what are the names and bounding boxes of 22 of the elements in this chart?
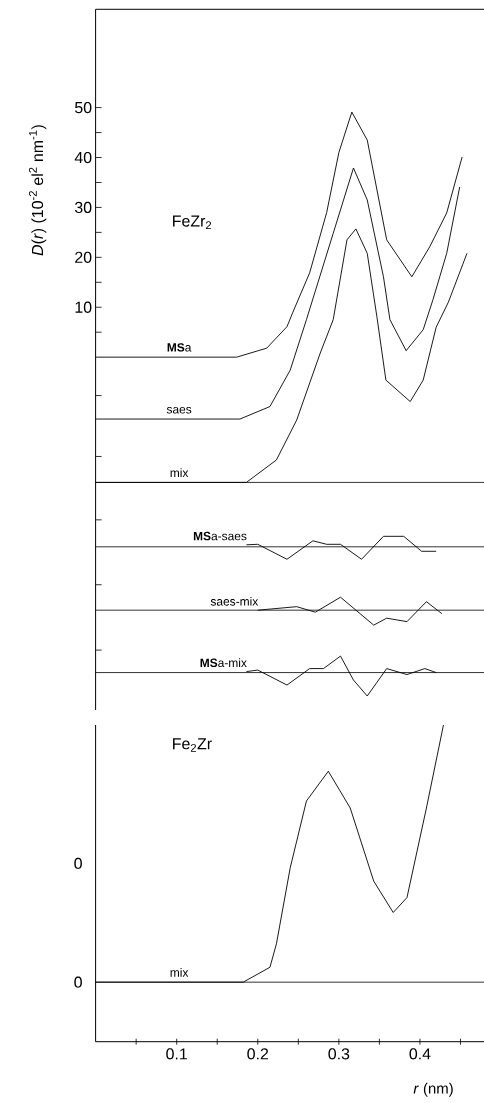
annotation: FeZr$_{2}$ bbox=[173, 215, 212, 230]
text: 0 bbox=[74, 857, 82, 870]
y-tick-label: 40 bbox=[74, 151, 92, 164]
annotation: Fe$_{2}$Zr bbox=[173, 738, 212, 752]
x-tick-label: 0.3 bbox=[328, 1048, 350, 1060]
series-label: MSa-saes bbox=[193, 531, 247, 541]
series-label: saes bbox=[166, 406, 192, 414]
text: D(r) (10$^{-2}$ el$^{2}$ nm$^{-1}$) bbox=[28, 125, 47, 256]
series-label: MSa bbox=[167, 343, 192, 352]
y-tick-label: 30 bbox=[74, 201, 92, 214]
y-tick-label: 50 bbox=[74, 101, 92, 114]
x-axis-title: r (nm) bbox=[413, 1082, 453, 1097]
series-label: MSa-mix bbox=[200, 658, 247, 668]
text: 0 bbox=[74, 976, 82, 988]
x-tick-label: 0.1 bbox=[166, 1048, 187, 1060]
y-tick-label: 20 bbox=[75, 251, 92, 263]
series-label: mix bbox=[170, 468, 189, 477]
x-tick-label: 0.4 bbox=[409, 1048, 431, 1060]
x-tick-label: 0.2 bbox=[247, 1048, 269, 1060]
y-tick-label: 10 bbox=[75, 301, 92, 313]
series-label: mix bbox=[170, 967, 189, 977]
series-label: saes-mix bbox=[210, 596, 259, 606]
